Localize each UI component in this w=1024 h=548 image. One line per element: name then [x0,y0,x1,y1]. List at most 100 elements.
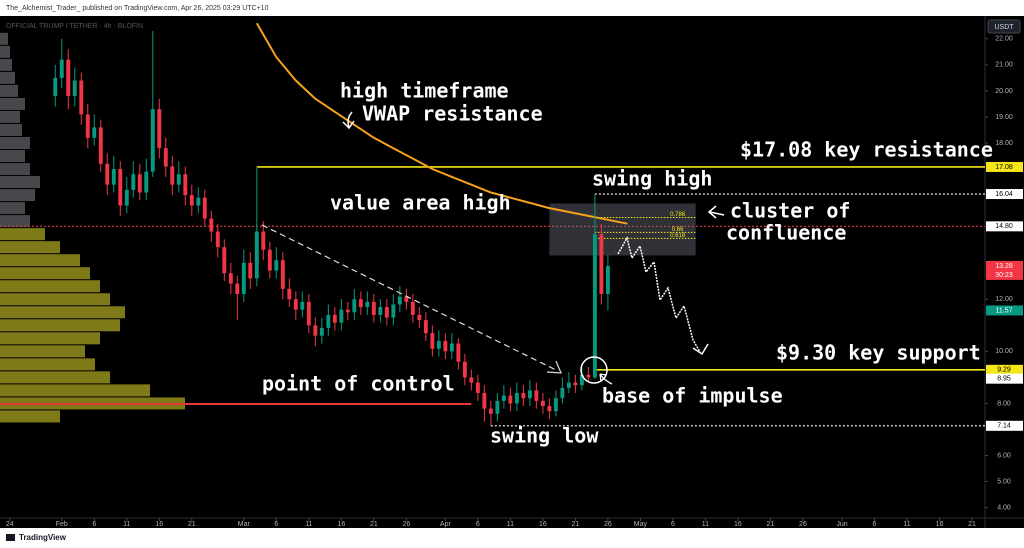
candle-body [566,382,571,388]
volume-profile-bar [0,202,25,215]
candle-body [430,333,435,349]
price-label: 11.57 [996,307,1013,314]
candle-body [150,109,155,172]
volume-profile-bar [0,97,25,110]
candle-body [553,398,558,412]
candle-body [391,304,396,318]
candle-body [66,59,71,97]
volume-profile-bar [0,150,25,163]
x-tick-label: 26 [402,521,410,528]
candle-body [293,299,298,310]
candle-body [176,174,181,185]
volume-profile-bar [0,371,110,384]
price-label-box [986,305,1023,316]
projected-path [617,235,701,353]
volume-profile-bar [0,45,10,58]
x-tick-label: May [634,521,648,528]
candle-body [475,382,480,393]
candle-body [105,163,110,185]
x-tick-label: 6 [274,521,278,528]
x-tick-label: 6 [873,521,877,528]
candle-body [157,109,162,149]
candle-body [508,395,513,404]
annotation: $9.30 key support [776,341,981,365]
x-tick-label: 6 [671,521,675,528]
volume-profile-bar [0,241,60,254]
candle-body [85,114,90,138]
candle-body [573,382,578,386]
candle-body [215,231,220,248]
candle-body [189,195,194,206]
candle-body [397,296,402,305]
candle-body [53,77,58,97]
x-tick-label: 11 [702,521,709,528]
candle-body [267,249,272,271]
volume-profile-bar [0,163,30,176]
candle-body [332,314,337,323]
annotation: value area high [330,191,511,215]
x-tick-label: Feb [56,521,68,528]
x-tick-label: 21 [767,521,775,528]
candle-body [436,340,441,349]
footer-logo [6,534,15,541]
candle-body [410,301,415,315]
x-tick-label: 21 [571,521,579,528]
x-tick-label: 26 [604,521,612,528]
overlay [261,111,725,385]
volume-profile-bar [0,358,95,371]
volume-profile-bar [0,215,30,228]
x-tick-label: 21 [968,521,976,528]
candle-body [183,174,188,196]
volume-profile-bar [0,176,40,189]
candle-body [196,197,201,206]
dashed-trend-arrow [261,224,559,372]
candle-body [92,127,97,138]
price-label: 9.29 [997,367,1011,374]
price-label: 13.28 [995,263,1013,270]
candle-body [547,406,552,412]
price-label-box [986,189,1023,200]
volume-profile-bar [0,267,90,280]
candle-body [482,393,487,409]
y-tick-label: 8.00 [997,400,1011,407]
candle-body [72,80,77,97]
price-label: 16.04 [995,191,1013,198]
volume-profile-bar [0,280,100,293]
y-tick-label: 19.00 [995,114,1013,121]
volume-profile-bar [0,32,8,45]
candle-body [560,387,565,399]
annotation: swing high [592,167,712,191]
candle-body [462,361,467,378]
price-label: 8.95 [997,376,1011,383]
volume-profile-bar [0,228,45,241]
annotation: confluence [726,221,846,245]
annotation: $17.08 key resistance [740,138,993,162]
candle-body [521,393,526,399]
countdown: 30:23 [995,272,1013,279]
price-label: 17.08 [995,164,1013,171]
y-tick-label: 4.00 [997,504,1011,511]
vwap-line [255,22,628,225]
y-tick-label: 5.00 [997,478,1011,485]
candle-body [469,377,474,383]
candle-body [319,327,324,336]
candle-body [124,189,129,206]
candle-body [605,265,610,295]
candle-body [456,343,461,362]
candle-body [280,260,285,289]
currency-box [987,19,1021,34]
candle-body [274,260,279,271]
volume-profile-bar [0,254,80,267]
volume-profile-bar [0,293,110,306]
price-label-box [986,260,1023,280]
candle-body [98,127,103,164]
candle-body [358,299,363,308]
y-tick-label: 10.00 [995,348,1013,355]
candle-body [339,309,344,323]
annotation: VWAP resistance [362,102,543,126]
candle-body [599,234,604,295]
candle-body [534,390,539,401]
candle-body [306,301,311,326]
annotation: swing low [490,424,599,448]
candle-body [365,301,370,308]
